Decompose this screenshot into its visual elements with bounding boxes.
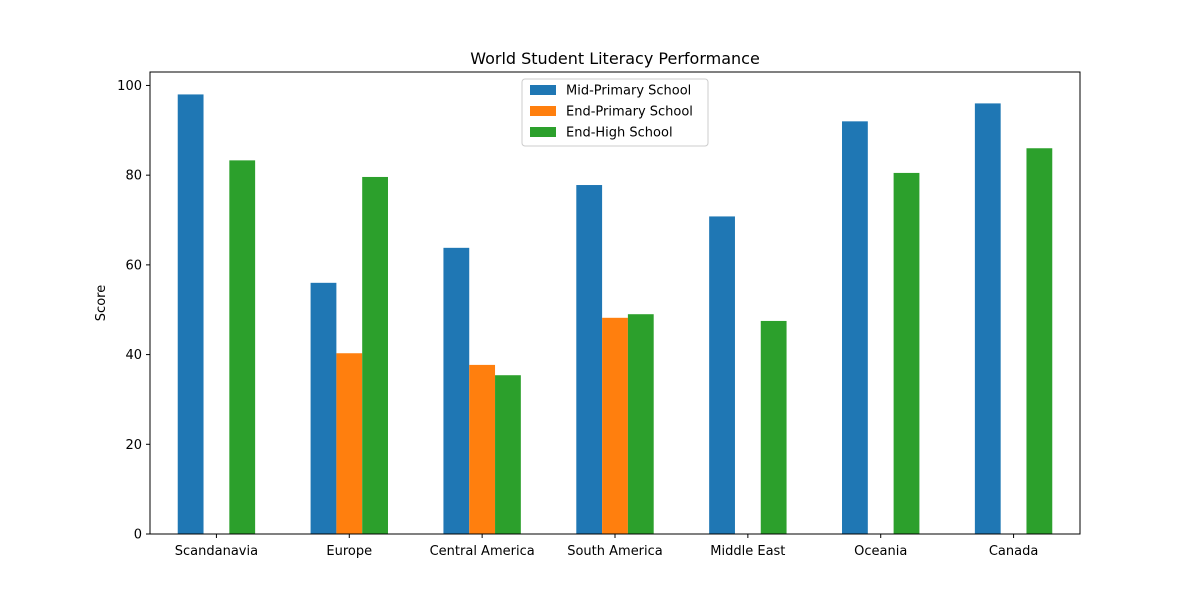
bar-mid-primary-school-south-america <box>576 185 603 534</box>
y-axis-ticks: 0 20 40 60 80 100 <box>117 79 150 543</box>
bar-end-primary-school-central-america <box>469 364 496 534</box>
x-tick-label: Middle East <box>710 544 785 559</box>
bar-end-primary-school-europe <box>336 353 363 534</box>
legend-label: End-Primary School <box>566 105 693 120</box>
bar-end-high-school-south-america <box>627 314 654 534</box>
plot-frame <box>149 71 1081 535</box>
bar-end-high-school-scandanavia <box>229 160 256 535</box>
y-tick-label: 80 <box>125 169 142 184</box>
legend-box <box>521 78 709 147</box>
bar-mid-primary-school-central-america <box>443 247 470 534</box>
bar-end-primary-school-south-america <box>602 317 628 534</box>
legend-label: Mid-Primary School <box>566 84 691 99</box>
bar-mid-primary-school-scandanavia <box>177 94 204 535</box>
legend-swatch <box>530 106 556 116</box>
y-tick-label: 100 <box>117 79 142 94</box>
bar-end-high-school-canada <box>1026 148 1053 534</box>
x-tick-label: Europe <box>326 544 372 559</box>
x-tick-label: Central America <box>430 544 535 559</box>
bar-end-high-school-middle-east <box>760 320 787 534</box>
legend-swatch <box>530 127 556 137</box>
legend-label: End-High School <box>566 126 673 141</box>
y-tick-label: 20 <box>125 438 142 453</box>
bar-mid-primary-school-oceania <box>842 121 868 534</box>
bar-end-high-school-oceania <box>893 172 920 535</box>
y-tick-label: 0 <box>134 528 142 543</box>
bar-end-high-school-europe <box>362 176 388 534</box>
bar-mid-primary-school-europe <box>310 282 337 534</box>
bar-mid-primary-school-middle-east <box>709 216 735 534</box>
x-tick-label: South America <box>567 544 663 559</box>
bar-end-high-school-central-america <box>495 375 521 534</box>
x-tick-label: Scandanavia <box>175 544 258 559</box>
bar-mid-primary-school-canada <box>974 103 1001 535</box>
bars-group <box>177 94 1053 535</box>
y-axis-title: Score <box>94 285 109 321</box>
legend: Mid-Primary School End-Primary School End-… <box>521 78 709 147</box>
x-tick-label: Oceania <box>854 544 907 559</box>
y-tick-label: 60 <box>125 258 142 273</box>
x-tick-label: Canada <box>989 544 1038 559</box>
chart-title: World Student Literacy Performance <box>470 49 760 68</box>
y-tick-label: 40 <box>125 348 142 363</box>
x-axis-ticks: Scandanavia Europe Central America South Am… <box>175 534 1038 559</box>
legend-swatch <box>530 85 556 95</box>
